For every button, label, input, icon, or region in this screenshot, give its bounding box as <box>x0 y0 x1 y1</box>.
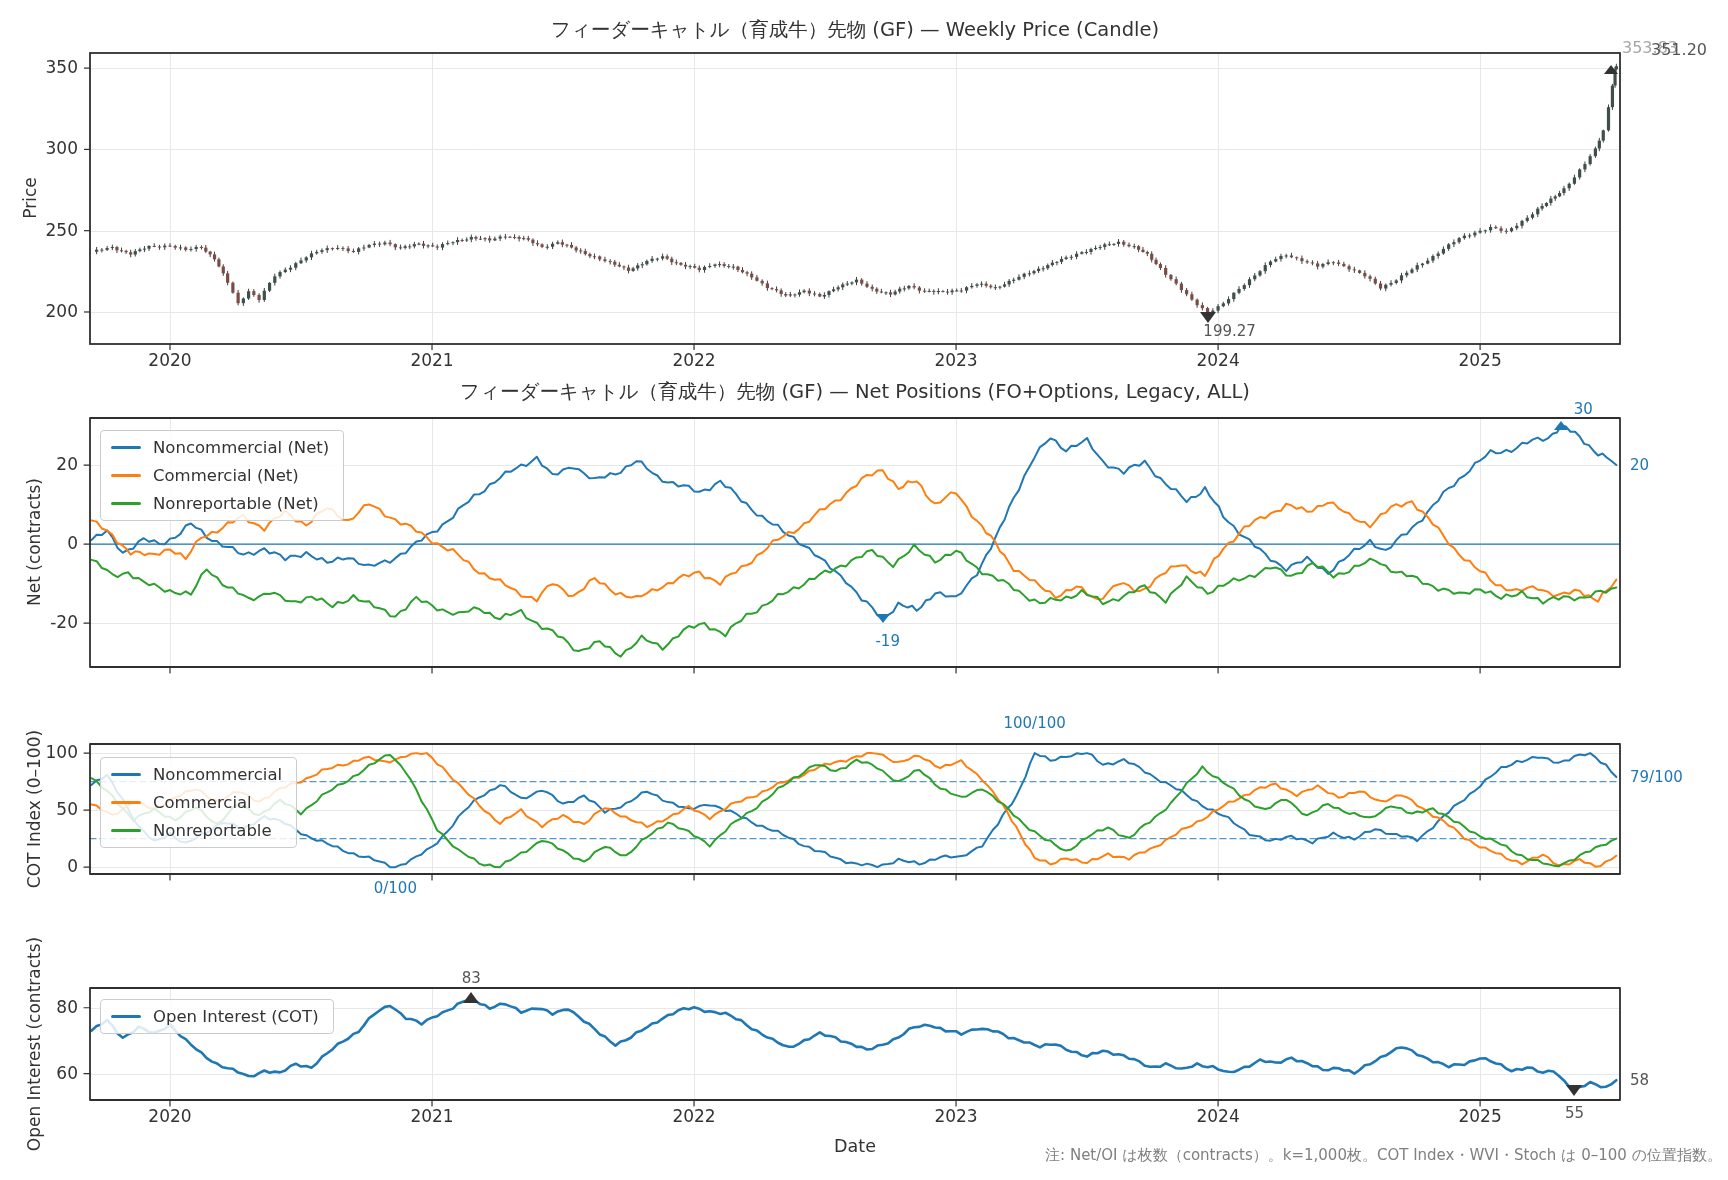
cot-legend-label: Nonreportable <box>153 821 272 840</box>
legend-line-swatch-icon <box>111 474 141 478</box>
annotation-oi-min: 55 <box>1565 1104 1584 1122</box>
x-axis-label: Date <box>834 1136 876 1156</box>
net-ytick--20: -20 <box>0 612 78 632</box>
price-ytick-350: 350 <box>0 57 78 77</box>
oi-xtick-2020: 2020 <box>148 1106 191 1126</box>
price-xtick-2022: 2022 <box>672 350 715 370</box>
oi-ylabel: Open Interest (contracts) <box>24 914 44 1174</box>
net-legend: Noncommercial (Net) Commercial (Net) Nonre… <box>100 430 344 521</box>
legend-line-swatch-icon <box>111 1015 141 1019</box>
net-legend-label: Noncommercial (Net) <box>153 438 329 457</box>
annotation-net-max: 30 <box>1574 400 1593 418</box>
oi-xtick-2022: 2022 <box>672 1106 715 1126</box>
net-legend-label: Commercial (Net) <box>153 466 299 485</box>
oi-xtick-2024: 2024 <box>1196 1106 1239 1126</box>
price-xtick-2020: 2020 <box>148 350 191 370</box>
cot-ytick-100: 100 <box>0 742 78 762</box>
oi-max-marker-icon <box>463 992 479 1003</box>
annotation-net-min: -19 <box>875 632 900 650</box>
price-xtick-2021: 2021 <box>410 350 453 370</box>
annotation-net-last: 20 <box>1630 456 1649 474</box>
cot-dashboard: { "xlabel": "Date", "note": "注: Net/OI は… <box>0 0 1728 1180</box>
net-ytick-0: 0 <box>0 533 78 553</box>
net-panel-title: フィーダーキャトル（育成牛）先物 (GF) — Net Positions (F… <box>460 378 1250 405</box>
price-ytick-300: 300 <box>0 138 78 158</box>
oi-legend-label: Open Interest (COT) <box>153 1007 319 1026</box>
oi-xtick-2023: 2023 <box>934 1106 977 1126</box>
net-min-marker-icon <box>876 614 890 623</box>
legend-line-swatch-icon <box>111 446 141 450</box>
net-legend-label: Nonreportable (Net) <box>153 494 319 513</box>
cot-legend-item: Noncommercial <box>111 765 282 784</box>
price-ytick-200: 200 <box>0 301 78 321</box>
price-panel-title: フィーダーキャトル（育成牛）先物 (GF) — Weekly Price (Ca… <box>551 16 1159 43</box>
footnote: 注: Net/OI は枚数（contracts）。k=1,000枚。COT In… <box>1045 1146 1722 1165</box>
price-low-marker-icon <box>1200 312 1216 323</box>
legend-line-swatch-icon <box>111 773 141 777</box>
price-high-marker-icon <box>1604 65 1618 74</box>
price-ytick-250: 250 <box>0 220 78 240</box>
annotation-cot-low: 0/100 <box>374 879 417 897</box>
cot-legend-item: Commercial <box>111 793 282 812</box>
annotation-price-low: 199.27 <box>1203 322 1256 340</box>
price-xtick-2024: 2024 <box>1196 350 1239 370</box>
oi-ytick-60: 60 <box>0 1063 78 1083</box>
oi-legend: Open Interest (COT) <box>100 999 334 1034</box>
net-legend-item: Commercial (Net) <box>111 466 329 485</box>
annotation-oi-max: 83 <box>462 969 481 987</box>
price-xtick-2023: 2023 <box>934 350 977 370</box>
oi-xtick-2025: 2025 <box>1458 1106 1501 1126</box>
cot-legend-item: Nonreportable <box>111 821 282 840</box>
net-legend-item: Nonreportable (Net) <box>111 494 329 513</box>
cot-ytick-0: 0 <box>0 856 78 876</box>
oi-min-marker-icon <box>1566 1085 1582 1096</box>
oi-legend-item: Open Interest (COT) <box>111 1007 319 1026</box>
legend-line-swatch-icon <box>111 801 141 805</box>
legend-line-swatch-icon <box>111 829 141 833</box>
legend-line-swatch-icon <box>111 502 141 506</box>
price-ylabel: Price <box>20 98 40 298</box>
annotation-oi-last: 58 <box>1630 1071 1649 1089</box>
price-xtick-2025: 2025 <box>1458 350 1501 370</box>
net-ytick-20: 20 <box>0 454 78 474</box>
cot-legend-label: Commercial <box>153 793 252 812</box>
oi-xtick-2021: 2021 <box>410 1106 453 1126</box>
net-legend-item: Noncommercial (Net) <box>111 438 329 457</box>
annotation-price-last: 351.20 <box>1651 40 1707 59</box>
net-max-marker-icon <box>1554 421 1568 430</box>
cot-legend-label: Noncommercial <box>153 765 282 784</box>
annotation-cot-high: 100/100 <box>1003 714 1065 732</box>
cot-ytick-50: 50 <box>0 799 78 819</box>
cot-legend: Noncommercial Commercial Nonreportable <box>100 757 297 848</box>
annotation-cot-last: 79/100 <box>1630 768 1683 786</box>
oi-ytick-80: 80 <box>0 997 78 1017</box>
